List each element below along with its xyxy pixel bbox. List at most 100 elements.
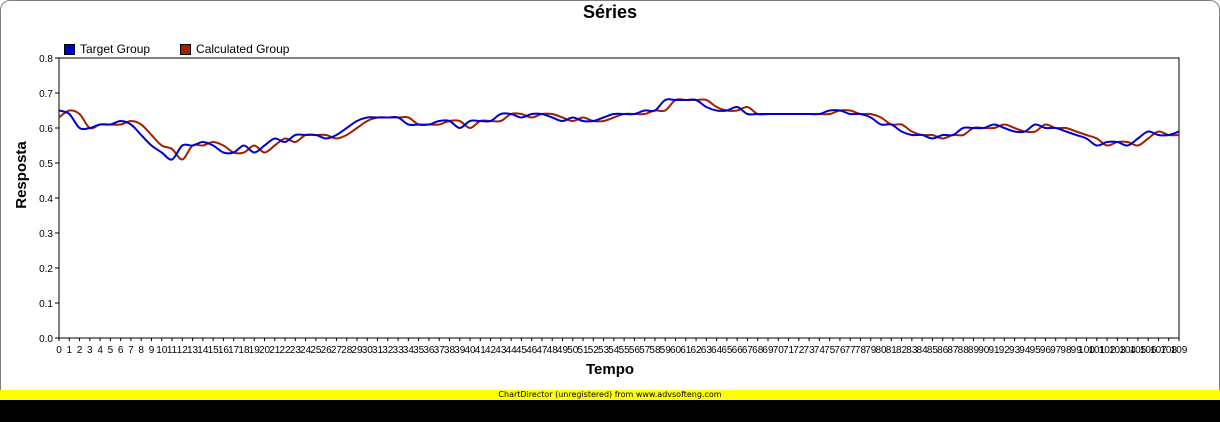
x-tick-label: 23	[290, 345, 302, 356]
y-tick-label: 0.1	[39, 299, 53, 310]
x-tick-label: 34	[403, 345, 415, 356]
x-tick-label: 27	[331, 345, 343, 356]
x-tick-label: 18	[238, 345, 250, 356]
y-tick-label: 0.3	[39, 229, 53, 240]
x-tick-label: 73	[804, 345, 816, 356]
x-tick-label: 83	[906, 345, 918, 356]
y-tick-label: 0.4	[39, 194, 53, 205]
y-axis: 0.0 0.1 0.2 0.3 0.4 0.5 0.6 0.7 0.8	[39, 54, 59, 345]
legend-label-target: Target Group	[80, 42, 151, 56]
y-tick-label: 0.8	[39, 54, 53, 65]
x-tick-label: 30	[362, 345, 374, 356]
x-tick-label: 37	[434, 345, 446, 356]
x-tick-label: 77	[845, 345, 857, 356]
x-tick-label: 72	[793, 345, 805, 356]
x-tick-label: 53	[598, 345, 610, 356]
footer-black-bar	[0, 400, 1220, 422]
legend-item-calculated: Calculated Group	[180, 42, 289, 56]
x-tick-label: 81	[886, 345, 898, 356]
x-tick-label: 103	[1109, 345, 1126, 356]
x-tick-label: 28	[341, 345, 353, 356]
x-tick-label: 75	[824, 345, 836, 356]
x-tick-label: 58	[649, 345, 661, 356]
x-tick-label: 38	[444, 345, 456, 356]
x-tick-label: 92	[999, 345, 1011, 356]
x-tick-label: 4	[97, 345, 103, 356]
x-tick-label: 105	[1130, 345, 1147, 356]
x-tick-label: 78	[855, 345, 867, 356]
x-tick-label: 46	[526, 345, 538, 356]
y-tick-label: 0.2	[39, 264, 53, 275]
x-tick-label: 17	[228, 345, 240, 356]
x-tick-label: 10	[156, 345, 168, 356]
x-tick-label: 86	[937, 345, 949, 356]
x-tick-label: 42	[485, 345, 497, 356]
series-line-target-group	[58, 98, 1180, 161]
x-tick-label: 11	[167, 345, 178, 356]
x-tick-label: 19	[249, 345, 261, 356]
y-tick-label: 0.5	[39, 159, 53, 170]
x-tick-label: 93	[1009, 345, 1021, 356]
x-tick-label: 3	[87, 345, 93, 356]
x-tick-label: 47	[536, 345, 548, 356]
x-tick-label: 44	[506, 345, 518, 356]
x-tick-label: 104	[1119, 345, 1136, 356]
x-tick-label: 8	[138, 345, 144, 356]
x-tick-label: 85	[927, 345, 939, 356]
x-tick-label: 9	[149, 345, 155, 356]
x-tick-label: 31	[372, 345, 384, 356]
x-tick-label: 66	[732, 345, 744, 356]
x-tick-label: 39	[454, 345, 466, 356]
x-tick-label: 1	[66, 345, 72, 356]
x-tick-label: 65	[721, 345, 733, 356]
x-tick-label: 2	[77, 345, 83, 356]
x-tick-label: 96	[1040, 345, 1052, 356]
x-tick-label: 24	[300, 345, 312, 356]
legend-label-calculated: Calculated Group	[196, 42, 290, 56]
x-tick-label: 90	[978, 345, 990, 356]
x-tick-label: 68	[752, 345, 764, 356]
x-tick-label: 51	[577, 345, 589, 356]
x-tick-label: 94	[1019, 345, 1031, 356]
x-tick-label: 40	[464, 345, 476, 356]
series-group	[58, 98, 1180, 161]
x-tick-label: 57	[639, 345, 651, 356]
x-tick-label: 52	[588, 345, 600, 356]
x-tick-label: 26	[321, 345, 333, 356]
x-tick-label: 108	[1160, 345, 1177, 356]
chart-title: Séries	[582, 2, 638, 22]
x-tick-label: 100	[1078, 345, 1095, 356]
x-tick-label: 95	[1030, 345, 1042, 356]
x-tick-label: 109	[1171, 345, 1188, 356]
x-tick-label: 79	[865, 345, 877, 356]
x-tick-label: 48	[547, 345, 559, 356]
legend-swatch-calculated	[180, 43, 192, 55]
x-tick-label: 107	[1150, 345, 1167, 356]
x-tick-label: 59	[660, 345, 672, 356]
x-tick-label: 43	[495, 345, 507, 356]
x-tick-label: 6	[118, 345, 124, 356]
x-tick-label: 12	[177, 345, 189, 356]
x-tick-label: 97	[1050, 345, 1062, 356]
x-tick-label: 50	[567, 345, 579, 356]
x-tick-label: 33	[393, 345, 405, 356]
x-tick-label: 76	[834, 345, 846, 356]
x-tick-label: 29	[351, 345, 363, 356]
x-tick-label: 25	[310, 345, 322, 356]
x-tick-label: 80	[875, 345, 887, 356]
x-tick-label: 5	[108, 345, 114, 356]
watermark-bar: ChartDirector (unregistered) from www.ad…	[0, 390, 1220, 400]
legend: Target Group Calculated Group	[64, 42, 289, 56]
x-tick-label: 82	[896, 345, 908, 356]
plot-area: 0.00.10.20.30.40.50.60.70.8 0 1 2 3 4 5 6 7 8 9 10…	[39, 54, 1188, 356]
x-tick-label: 101	[1088, 345, 1105, 356]
x-tick-label: 49	[557, 345, 569, 356]
x-tick-label: 71	[783, 345, 795, 356]
x-tick-label: 41	[475, 345, 487, 356]
x-tick-label: 62	[691, 345, 703, 356]
x-tick-label: 106	[1140, 345, 1157, 356]
x-tick-label: 64	[711, 345, 723, 356]
x-tick-label: 7	[128, 345, 134, 356]
x-tick-label: 87	[947, 345, 959, 356]
x-tick-label: 63	[701, 345, 713, 356]
